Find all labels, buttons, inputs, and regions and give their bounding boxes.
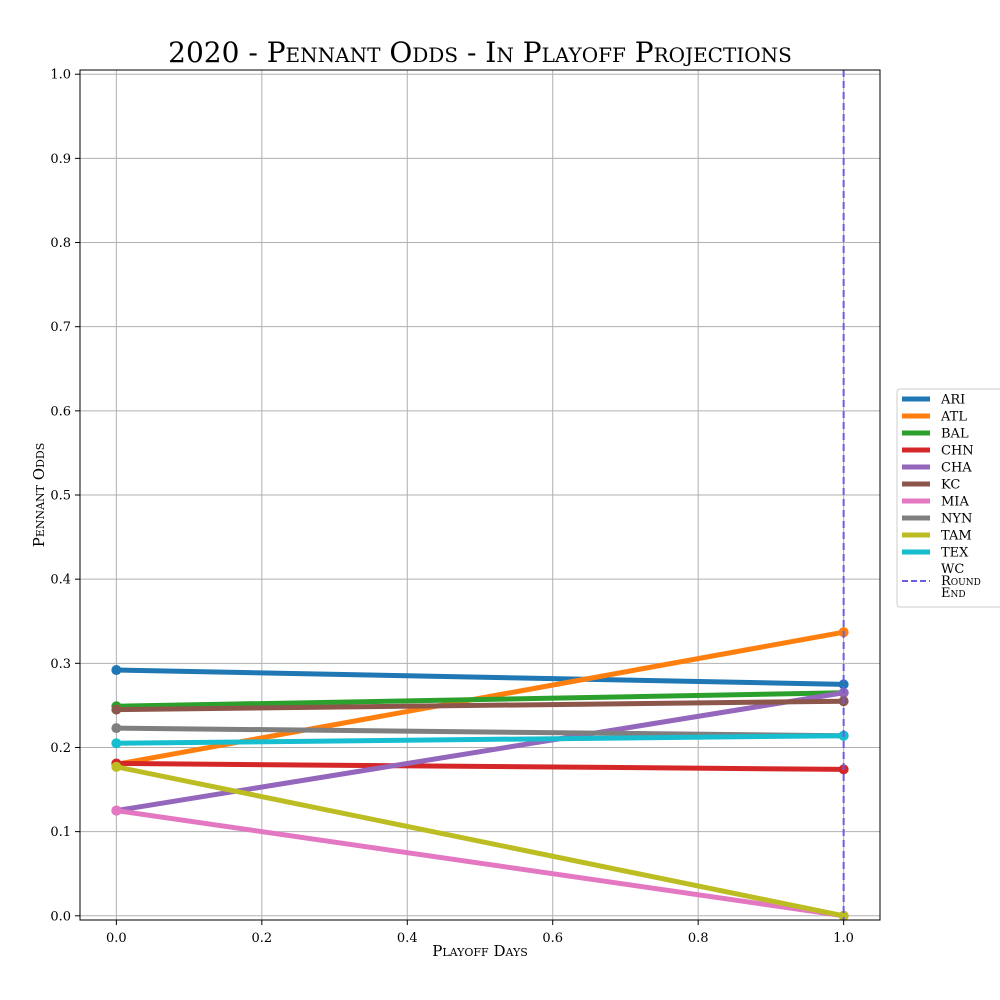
legend-item-bal: BAL xyxy=(902,427,969,442)
series-tam xyxy=(111,761,849,921)
x-tick-label: 1.0 xyxy=(833,931,854,946)
data-point-mia xyxy=(111,805,122,816)
data-point-ari xyxy=(838,679,849,690)
y-tick-label: 0.9 xyxy=(50,152,71,167)
series-mia xyxy=(111,805,849,921)
legend-label: ATL xyxy=(940,410,967,425)
data-point-tam xyxy=(838,910,849,921)
legend-item-chn: CHN xyxy=(902,444,974,459)
legend-label: MIA xyxy=(941,495,969,510)
chart-title: 2020 - Pennant Odds - In Playoff Project… xyxy=(168,36,792,69)
x-axis-ticks: 0.0 0.2 0.4 0.6 0.8 1.0 xyxy=(106,920,854,946)
series-line-kc xyxy=(116,698,844,713)
x-tick-label: 0.2 xyxy=(251,931,272,946)
series-line-bal xyxy=(116,690,844,709)
legend-item-atl: ATL xyxy=(902,410,967,425)
y-tick-label: 0.8 xyxy=(50,236,71,251)
x-tick-label: 0.8 xyxy=(688,931,709,946)
y-tick-label: 0.1 xyxy=(50,825,71,840)
series-chn xyxy=(111,758,849,775)
legend-label: ARI xyxy=(940,393,965,408)
x-tick-label: 0.0 xyxy=(106,931,127,946)
legend-label: CHA xyxy=(941,461,972,476)
legend-item-ari: ARI xyxy=(902,393,965,408)
legend-item-mia: MIA xyxy=(902,495,969,510)
series-line-tex xyxy=(116,733,844,746)
legend-item-kc: KC xyxy=(902,478,960,493)
data-point-kc xyxy=(111,704,122,715)
y-tick-label: 0.4 xyxy=(50,573,71,588)
legend-item-tam: TAM xyxy=(902,529,972,544)
y-tick-label: 0.6 xyxy=(50,404,71,419)
legend-label: BAL xyxy=(941,427,969,442)
series-tex xyxy=(111,730,849,749)
legend-label: TEX xyxy=(941,546,969,561)
y-tick-label: 0.2 xyxy=(50,741,71,756)
y-axis-ticks: 0.0 0.1 0.2 0.3 0.4 0.5 0.6 0.7 0.8 0.9 1.0 xyxy=(50,68,80,924)
series-line-chn xyxy=(116,760,844,772)
series-kc xyxy=(111,696,849,715)
x-tick-label: 0.4 xyxy=(397,931,418,946)
series-line-ari xyxy=(116,667,844,687)
data-point-ari xyxy=(111,665,122,676)
legend-label: NYN xyxy=(941,512,972,527)
legend-label: CHN xyxy=(941,444,974,459)
y-tick-label: 0.7 xyxy=(50,320,71,335)
x-tick-label: 0.6 xyxy=(542,931,563,946)
y-tick-label: 0.0 xyxy=(50,909,71,924)
y-tick-label: 1.0 xyxy=(50,68,71,83)
series-ari xyxy=(111,665,849,690)
series-line-tam xyxy=(115,764,845,919)
legend-item-nyn: NYN xyxy=(902,512,972,527)
series-line-nyn xyxy=(116,725,844,739)
legend-item-tex: TEX xyxy=(902,546,969,561)
x-axis-label: Playoff Days xyxy=(432,942,528,960)
legend-label: WC Round End xyxy=(941,562,981,601)
series-line-mia xyxy=(116,808,844,919)
legend-item-cha: CHA xyxy=(902,461,972,476)
legend-label: TAM xyxy=(941,529,972,544)
data-point-nyn xyxy=(111,723,122,734)
y-tick-label: 0.5 xyxy=(50,489,71,504)
grid xyxy=(80,70,880,920)
data-point-tam xyxy=(111,761,122,772)
y-tick-label: 0.3 xyxy=(50,657,71,672)
series-layer xyxy=(111,70,849,921)
y-axis-label: Pennant Odds xyxy=(30,443,48,548)
legend-label: KC xyxy=(941,478,960,493)
data-point-tex xyxy=(111,738,122,749)
legend-item-wc-round-end: WC Round End xyxy=(902,562,981,601)
